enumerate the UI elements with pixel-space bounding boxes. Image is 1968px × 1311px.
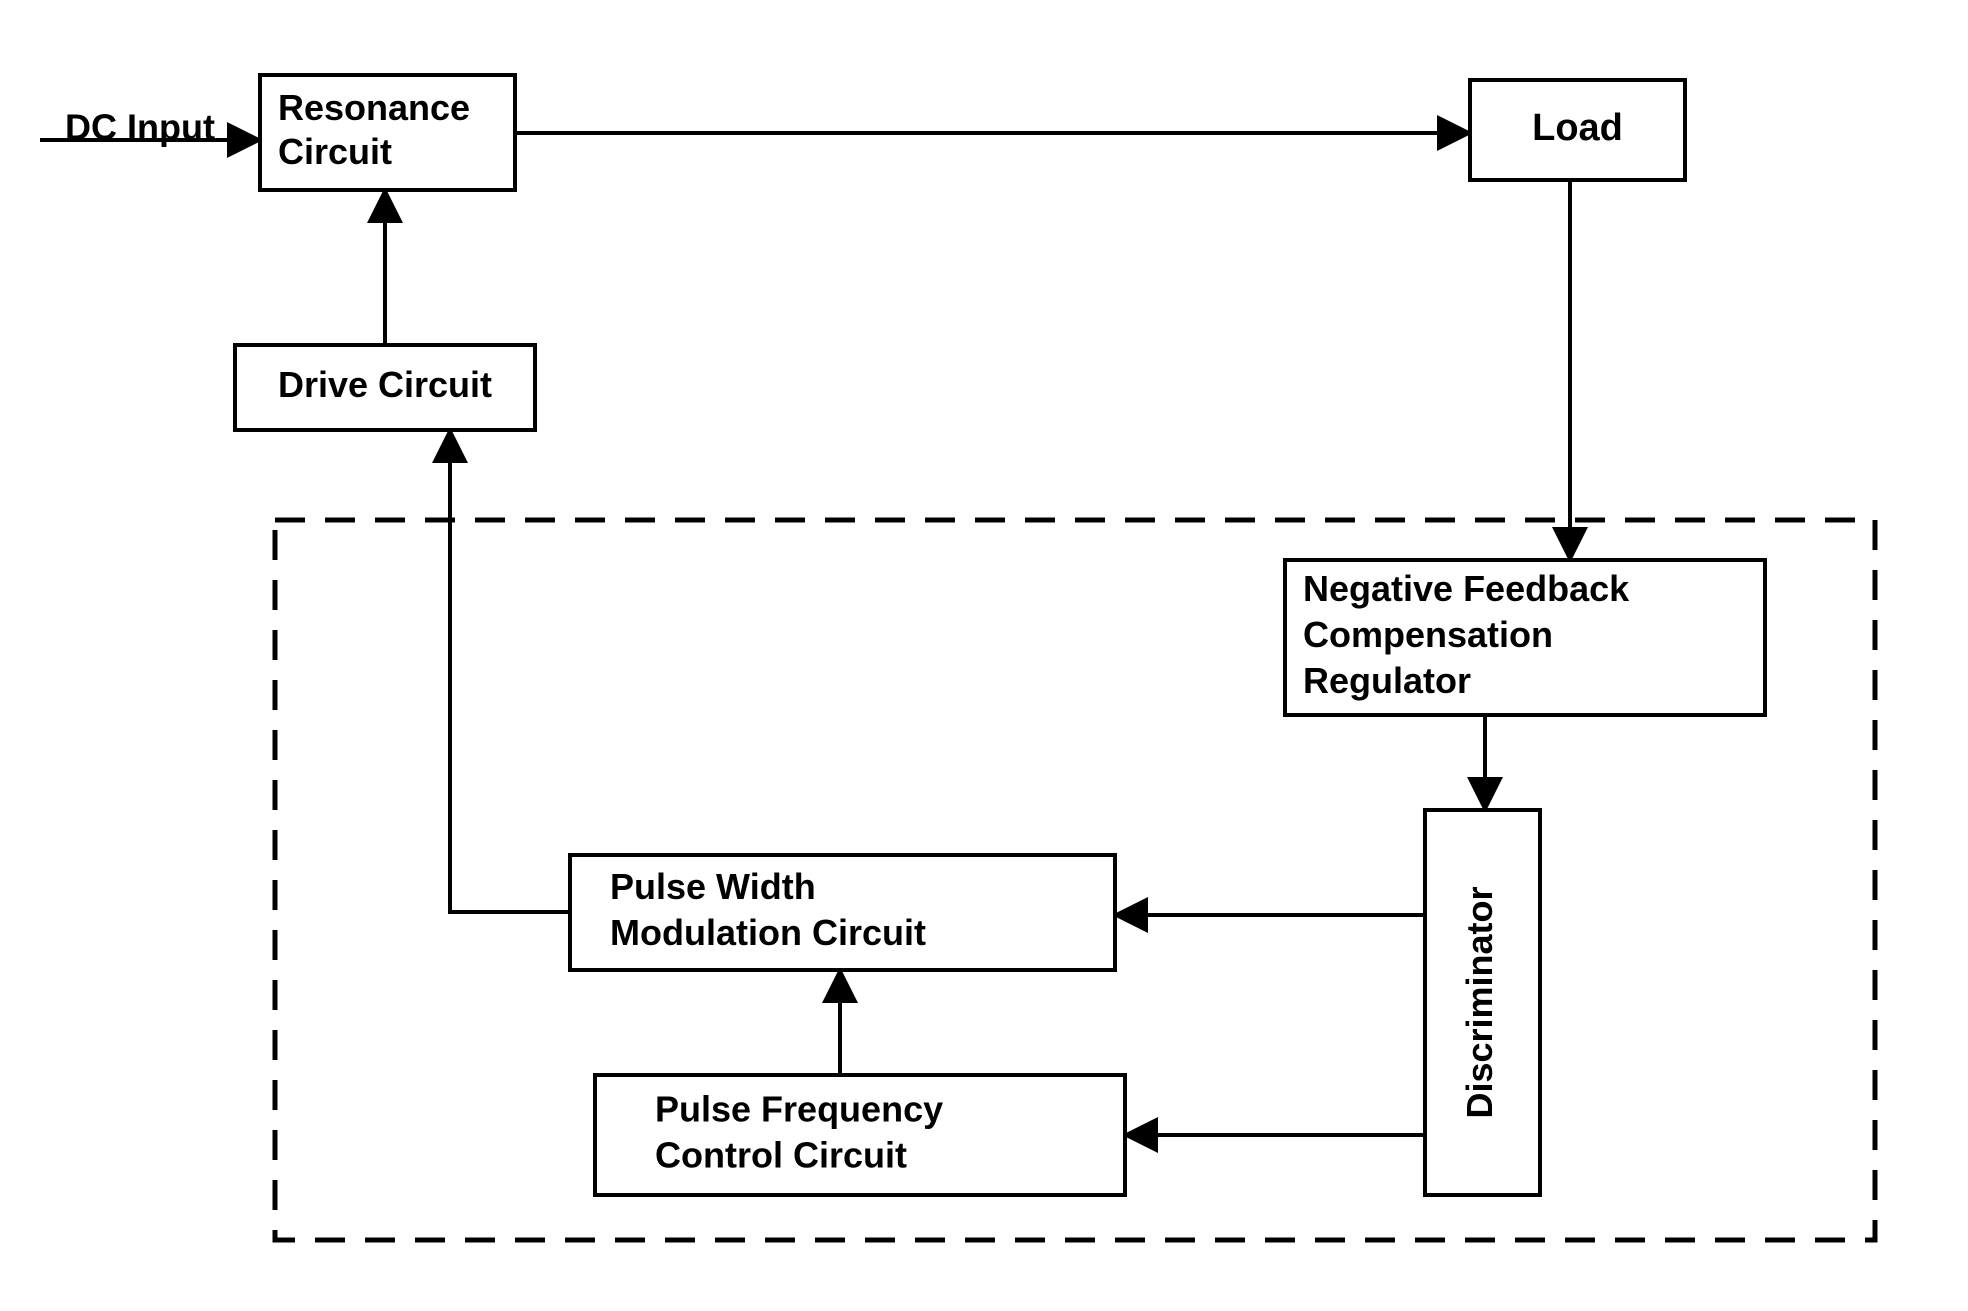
node-label-drive-0: Drive Circuit xyxy=(278,364,492,405)
node-drive: Drive Circuit xyxy=(235,345,535,430)
node-label-pfc-0: Pulse Frequency xyxy=(655,1089,943,1130)
node-pfc: Pulse Frequency Control Circuit xyxy=(595,1075,1125,1195)
node-label-pwm-0: Pulse Width xyxy=(610,866,816,907)
node-neg_feedback: Negative Feedback Compensation Regulator xyxy=(1285,560,1765,715)
node-load: Load xyxy=(1470,80,1685,180)
node-pwm: Pulse Width Modulation Circuit xyxy=(570,855,1115,970)
block-diagram: ResonanceCircuit Load Drive Circuit Negativ… xyxy=(0,0,1968,1311)
node-label-neg_feedback-1: Compensation xyxy=(1303,614,1553,655)
node-resonance: ResonanceCircuit xyxy=(260,75,515,190)
node-label-discriminator: Discriminator xyxy=(1459,886,1500,1118)
node-label-pwm-1: Modulation Circuit xyxy=(610,912,926,953)
node-label-resonance-0: Resonance xyxy=(278,87,470,128)
node-label-neg_feedback-2: Regulator xyxy=(1303,660,1471,701)
node-discriminator: Discriminator xyxy=(1425,810,1540,1195)
label-dc_input: DC Input xyxy=(65,107,215,148)
edge-pwm-to-drive xyxy=(450,430,570,912)
node-label-resonance-1: Circuit xyxy=(278,131,392,172)
node-label-pfc-1: Control Circuit xyxy=(655,1135,907,1176)
node-label-neg_feedback-0: Negative Feedback xyxy=(1303,568,1630,609)
node-label-load-0: Load xyxy=(1532,107,1623,149)
